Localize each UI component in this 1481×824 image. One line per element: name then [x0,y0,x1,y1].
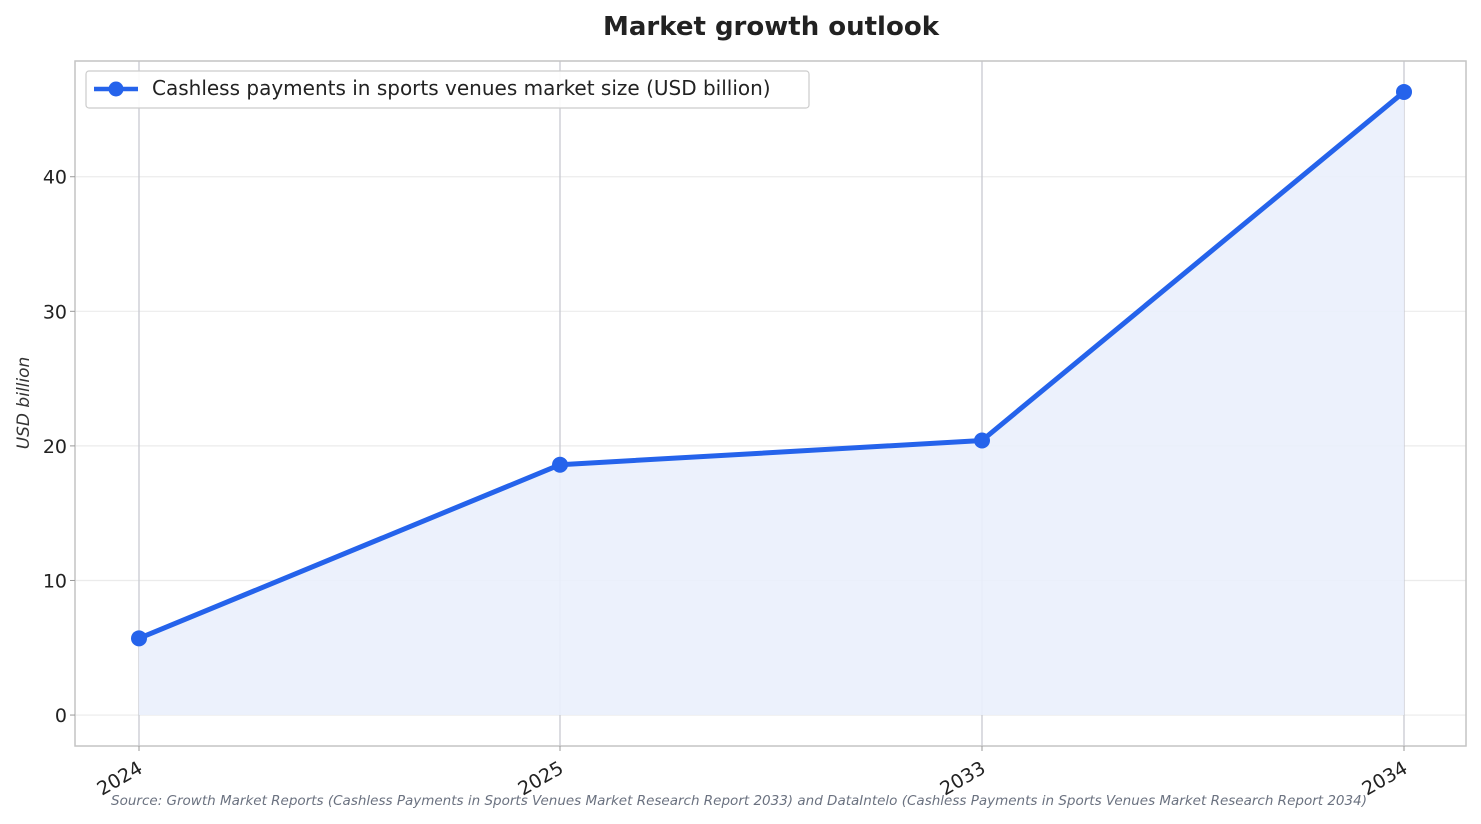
y-tick-label: 10 [43,570,67,592]
series-line [136,89,1407,641]
y-axis-ticks: 0 10 20 30 40 [43,167,75,727]
data-point [552,456,568,473]
legend-box [85,70,810,109]
y-axis-label: USD billion [14,357,34,450]
series-area [139,91,1404,716]
data-point [974,432,990,449]
legend[interactable]: Cashless payments in sports venues marke… [85,70,810,109]
data-point [131,630,147,647]
area-fill [139,91,1404,716]
y-tick-label: 40 [43,167,67,189]
y-tick-label: 20 [43,436,67,458]
chart-title: Market growth outlook [603,12,940,42]
plot-frame [74,60,1467,747]
legend-marker-icon [108,81,124,97]
data-point [1396,83,1412,100]
y-tick-label: 30 [43,301,67,323]
series-line-group [136,89,1407,641]
legend-label: Cashless payments in sports venues marke… [152,76,771,100]
source-note: Source: Growth Market Reports (Cashless … [111,793,1367,809]
data-points [131,83,1412,647]
y-tick-label: 0 [55,705,67,727]
